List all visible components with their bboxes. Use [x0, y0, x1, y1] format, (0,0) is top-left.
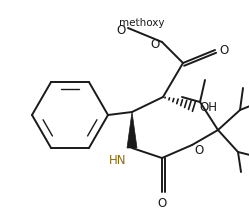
Polygon shape	[127, 112, 137, 148]
Text: methoxy: methoxy	[119, 18, 165, 28]
Text: O: O	[117, 24, 126, 37]
Text: O: O	[157, 197, 167, 210]
Text: methoxy: methoxy	[137, 20, 143, 21]
Text: O: O	[194, 144, 203, 157]
Text: OH: OH	[199, 101, 217, 114]
Text: O: O	[151, 37, 160, 50]
Text: HN: HN	[109, 154, 126, 167]
Text: O: O	[219, 43, 228, 56]
